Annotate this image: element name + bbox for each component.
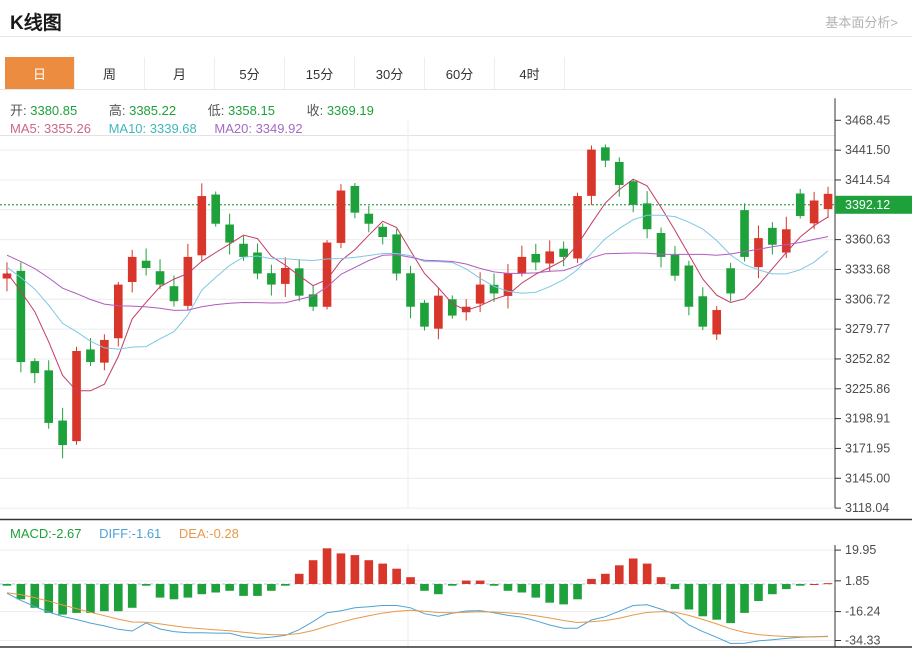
svg-text:3441.50: 3441.50 [845, 143, 890, 157]
svg-text:3225.86: 3225.86 [845, 382, 890, 396]
svg-text:1.85: 1.85 [845, 574, 869, 588]
svg-text:19.95: 19.95 [845, 543, 876, 557]
svg-text:-16.24: -16.24 [845, 605, 880, 619]
svg-text:3468.45: 3468.45 [845, 113, 890, 127]
svg-text:3333.68: 3333.68 [845, 262, 890, 276]
svg-text:3306.72: 3306.72 [845, 292, 890, 306]
svg-text:3360.63: 3360.63 [845, 233, 890, 247]
svg-text:3392.12: 3392.12 [845, 198, 890, 212]
svg-text:3198.91: 3198.91 [845, 412, 890, 426]
svg-text:3171.95: 3171.95 [845, 441, 890, 455]
svg-text:3252.82: 3252.82 [845, 352, 890, 366]
svg-text:3279.77: 3279.77 [845, 322, 890, 336]
svg-text:3414.54: 3414.54 [845, 173, 890, 187]
svg-text:3145.00: 3145.00 [845, 471, 890, 485]
svg-text:3118.04: 3118.04 [845, 501, 889, 515]
svg-text:-34.33: -34.33 [845, 634, 880, 648]
